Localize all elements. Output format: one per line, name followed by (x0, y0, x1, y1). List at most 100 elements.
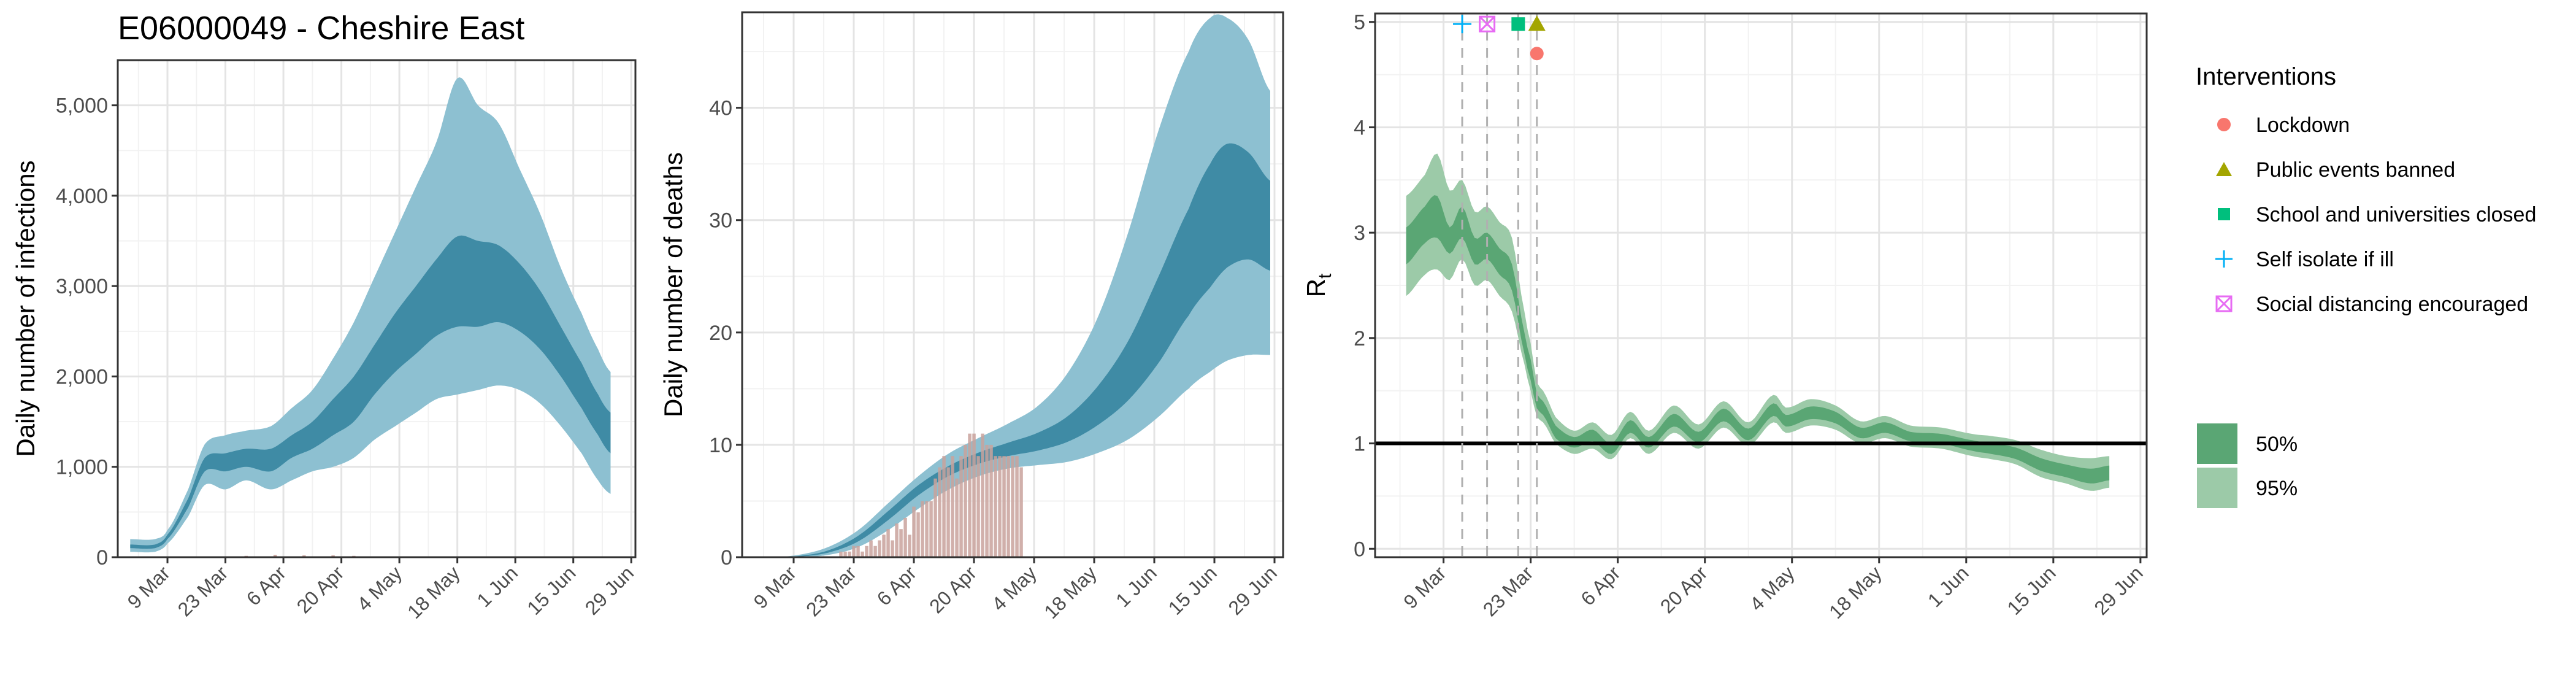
y-tick-label: 10 (709, 434, 732, 457)
observed-deaths-bar (989, 444, 993, 557)
boxed-x-icon (2215, 295, 2233, 312)
observed-deaths-bar (886, 529, 890, 557)
y-axis-label: Daily number of infections (11, 160, 40, 457)
observed-deaths-bar (839, 551, 843, 557)
plus-icon (2215, 250, 2233, 268)
observed-deaths-bar (951, 456, 954, 557)
legend-item-label: Self isolate if ill (2256, 248, 2394, 271)
observed-deaths-bar (1015, 456, 1019, 557)
y-tick-label: 3,000 (56, 275, 108, 298)
observed-deaths-bar (861, 551, 864, 557)
observed-deaths-bar (882, 534, 886, 557)
y-tick-label: 40 (709, 97, 732, 120)
band-50 (768, 143, 1270, 558)
intervention-marker-self-isolate (1453, 15, 1472, 34)
observed-deaths-bar (873, 546, 877, 557)
intervention-marker-lockdown (1530, 47, 1544, 61)
intervention-marker-school-closed (1511, 17, 1525, 31)
intervention-marker-social-distancing (1479, 15, 1496, 33)
observed-deaths-bar (895, 523, 899, 557)
y-tick-label: 0 (96, 546, 108, 569)
legend-item-label: Social distancing encouraged (2256, 293, 2528, 316)
band-50-swatch (2197, 423, 2237, 464)
y-tick-label: 5,000 (56, 95, 108, 118)
figure-title: E06000049 - Cheshire East (118, 10, 524, 47)
observed-deaths-bar (869, 540, 873, 557)
observed-deaths-bar (878, 540, 881, 557)
legend-item-label: School and universities closed (2256, 203, 2536, 226)
band-50 (130, 235, 611, 549)
observed-deaths-bar (852, 546, 856, 557)
y-tick-label: 0 (1354, 538, 1365, 561)
circle-icon (2217, 118, 2231, 131)
y-tick-label: 30 (709, 209, 732, 233)
observed-deaths-bar (1006, 456, 1010, 557)
legend-band-95: 95% (2197, 468, 2298, 508)
observed-deaths-bar (933, 478, 937, 557)
y-tick-label: 1,000 (56, 456, 108, 479)
y-tick-label: 20 (709, 322, 732, 345)
observed-deaths-bar (976, 456, 980, 557)
legend-title: Interventions (2196, 63, 2336, 90)
observed-deaths-bar (985, 444, 989, 557)
observed-deaths-bar (972, 433, 976, 557)
y-tick-label: 5 (1354, 11, 1365, 34)
legend-item-label: Public events banned (2256, 158, 2455, 182)
band-95 (130, 77, 611, 553)
legend-item-lockdown: Lockdown (2217, 114, 2350, 137)
observed-deaths-bar (981, 433, 984, 557)
observed-deaths-bar (899, 529, 903, 557)
observed-deaths-bar (955, 478, 959, 557)
observed-deaths-bar (856, 546, 860, 557)
y-tick-label: 4,000 (56, 185, 108, 208)
observed-deaths-bar (929, 501, 933, 557)
band-50 (1406, 195, 2110, 484)
plot-frame (117, 59, 637, 558)
observed-deaths-bar (964, 444, 967, 557)
legend-item-label: Lockdown (2256, 114, 2350, 137)
observed-deaths-bar (843, 551, 847, 557)
y-tick-label: 3 (1354, 222, 1365, 245)
y-tick-label: 0 (721, 546, 732, 569)
observed-deaths-bar (921, 501, 924, 557)
plot-frame (1374, 12, 2148, 558)
legend: Interventions Lockdown Public events ban… (2196, 63, 2536, 508)
observed-deaths-bar (1019, 467, 1023, 557)
observed-deaths-bar (959, 456, 963, 557)
y-tick-label: 1 (1354, 433, 1365, 456)
observed-deaths-bar (865, 546, 868, 557)
observed-deaths-bar (891, 540, 894, 557)
band-95 (768, 14, 1270, 557)
legend-item-school-closed: School and universities closed (2218, 203, 2536, 226)
y-tick-label: 4 (1354, 116, 1365, 139)
y-tick-label: 2 (1354, 327, 1365, 350)
legend-band-50: 50% (2197, 423, 2298, 464)
observed-deaths-bar (1011, 456, 1014, 557)
band-95-swatch (2197, 468, 2237, 508)
legend-item-social-distancing: Social distancing encouraged (2215, 293, 2528, 316)
legend-band-label: 95% (2256, 477, 2298, 500)
observed-deaths-bar (848, 551, 851, 557)
triangle-icon (2216, 162, 2232, 176)
legend-band-label: 50% (2256, 433, 2298, 456)
observed-deaths-bar (942, 456, 946, 557)
intervention-marker-public-events-banned (1528, 15, 1546, 31)
square-icon (2218, 208, 2230, 220)
legend-item-public-events-banned: Public events banned (2216, 158, 2455, 182)
observed-deaths-bar (994, 456, 997, 557)
y-tick-label: 2,000 (56, 365, 108, 388)
observed-deaths-bar (908, 534, 911, 557)
observed-deaths-bar (938, 467, 941, 557)
y-axis-label-subscript: t (1315, 273, 1335, 279)
observed-deaths-bar (1002, 456, 1006, 557)
observed-deaths-bar (903, 517, 907, 557)
observed-deaths-bar (912, 506, 916, 557)
y-axis-label: Rt (1301, 273, 1335, 297)
y-axis-label: Daily number of deaths (659, 152, 688, 417)
plot-frame (741, 11, 1284, 558)
observed-bar (273, 555, 277, 557)
